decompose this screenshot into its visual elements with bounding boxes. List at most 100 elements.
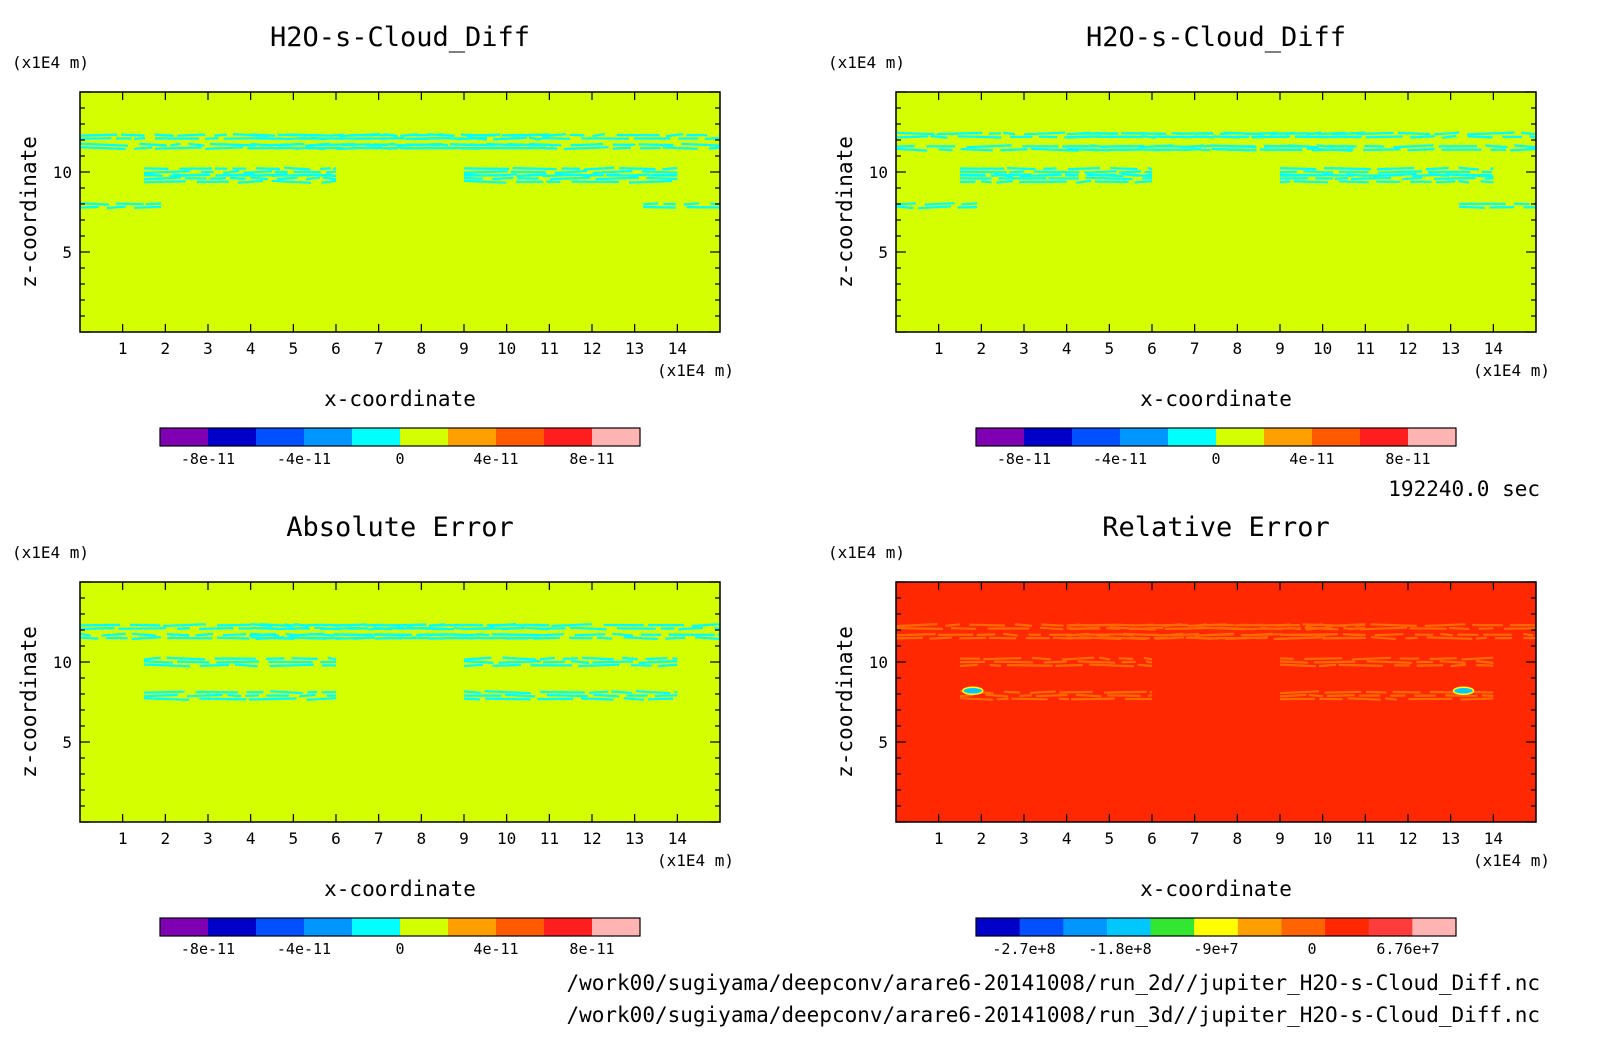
contour-line (959, 693, 1153, 698)
contour-line (79, 202, 162, 206)
x-axis-label: x-coordinate (1140, 877, 1292, 901)
colorbar-label: -4e-11 (277, 450, 331, 468)
contour-line (959, 179, 1153, 184)
x-tick-label: 3 (203, 339, 213, 358)
x-tick-label: 10 (497, 829, 516, 848)
x-tick-label: 1 (934, 339, 944, 358)
chart-panel-2: H2O-s-Cloud_Diff (x1E4 m) (x1E4 m) x-coordi… (828, 22, 1550, 468)
x-tick-label: 6 (1147, 339, 1157, 358)
error-hotspot (1452, 686, 1475, 696)
contour-line (959, 656, 1153, 661)
colorbar-label: 4e-11 (473, 450, 518, 468)
file-path-3d: /work00/sugiyama/deepconv/arare6-2014100… (566, 1003, 1540, 1027)
contour-line (1279, 172, 1492, 178)
contour-line (1279, 179, 1494, 184)
y-axis-label: z-coordinate (833, 626, 857, 778)
x-tick-label: 14 (668, 829, 687, 848)
colorbar-label: 4e-11 (473, 940, 518, 958)
x-tick-label: 9 (459, 339, 469, 358)
contour-line (250, 623, 550, 628)
contour-line (250, 142, 551, 147)
chart-panel-4: Relative Error (x1E4 m) (x1E4 m) x-coordina… (828, 512, 1550, 958)
colorbar-swatch (1325, 918, 1370, 936)
colorbar-swatch (400, 428, 449, 446)
contour-line (1279, 656, 1494, 661)
contour-line (250, 636, 550, 640)
y-axis-unit: (x1E4 m) (12, 543, 89, 562)
colorbar-label: -8e-11 (997, 450, 1051, 468)
colorbar-label: 8e-11 (569, 940, 614, 958)
contour-line (1279, 697, 1494, 701)
x-tick-label: 2 (161, 339, 171, 358)
colorbar-swatch (1194, 918, 1239, 936)
colorbar-label: 8e-11 (569, 450, 614, 468)
contour-line (1459, 202, 1537, 206)
x-tick-label: 11 (1356, 339, 1375, 358)
y-tick-label: 10 (869, 163, 888, 182)
x-axis-label: x-coordinate (324, 387, 476, 411)
contour-line (143, 660, 337, 664)
x-tick-label: 8 (417, 829, 427, 848)
colorbar-frame (975, 917, 1457, 937)
contour-line (143, 176, 337, 181)
contour-line (959, 663, 1153, 668)
colorbar-swatch (544, 918, 593, 936)
colorbar-label: 0 (395, 450, 404, 468)
y-axis-unit: (x1E4 m) (12, 53, 89, 72)
colorbar-swatch (256, 918, 305, 936)
y-tick-label: 5 (878, 733, 888, 752)
error-hotspot (962, 686, 984, 696)
colorbar-frame (159, 427, 641, 447)
x-tick-label: 5 (289, 339, 299, 358)
x-tick-label: 11 (1356, 829, 1375, 848)
x-tick-label: 9 (1275, 339, 1285, 358)
colorbar-swatch (976, 918, 1021, 936)
contour-line (1066, 131, 1366, 136)
colorbar-swatch (448, 918, 497, 936)
colorbar-swatch (352, 428, 401, 446)
plot-frame (79, 91, 721, 333)
contour-line (463, 176, 678, 181)
colorbar-swatch (1412, 918, 1457, 936)
contour-line (1066, 135, 1362, 139)
x-axis-label: x-coordinate (324, 877, 476, 901)
x-tick-label: 8 (1233, 339, 1243, 358)
contour-line (463, 656, 678, 661)
x-tick-label: 2 (977, 829, 987, 848)
x-axis-unit: (x1E4 m) (1473, 851, 1550, 870)
contour-line (1279, 170, 1492, 174)
colorbar-swatch (1216, 428, 1265, 446)
contour-line (895, 205, 978, 210)
contour-line (250, 133, 550, 138)
y-tick-label: 10 (53, 163, 72, 182)
x-tick-label: 12 (1398, 829, 1417, 848)
plot-background (896, 92, 1536, 332)
y-axis-unit: (x1E4 m) (828, 53, 905, 72)
x-tick-label: 11 (540, 829, 559, 848)
contour-line (463, 697, 674, 701)
contour-line (1279, 176, 1494, 181)
x-tick-label: 5 (289, 829, 299, 848)
contour-line (1279, 693, 1494, 698)
contour-line (895, 202, 978, 206)
colorbar-swatch (1150, 918, 1195, 936)
colorbar-swatch (400, 918, 449, 936)
colorbar-swatch (1408, 428, 1457, 446)
colorbar-swatch (592, 428, 641, 446)
contour-line (1279, 166, 1494, 171)
contour-line (143, 172, 337, 178)
y-tick-label: 5 (62, 243, 72, 262)
colorbar-swatch (1360, 428, 1409, 446)
x-tick-label: 7 (1190, 339, 1200, 358)
x-axis-unit: (x1E4 m) (657, 361, 734, 380)
colorbar-swatch (496, 428, 545, 446)
x-tick-label: 3 (203, 829, 213, 848)
colorbar-frame (159, 917, 641, 937)
x-tick-label: 5 (1105, 829, 1115, 848)
contour-line (895, 626, 1537, 631)
x-axis-label: x-coordinate (1140, 387, 1292, 411)
contour-line (464, 693, 678, 698)
contour-line (250, 626, 549, 631)
contour-line (250, 632, 550, 637)
